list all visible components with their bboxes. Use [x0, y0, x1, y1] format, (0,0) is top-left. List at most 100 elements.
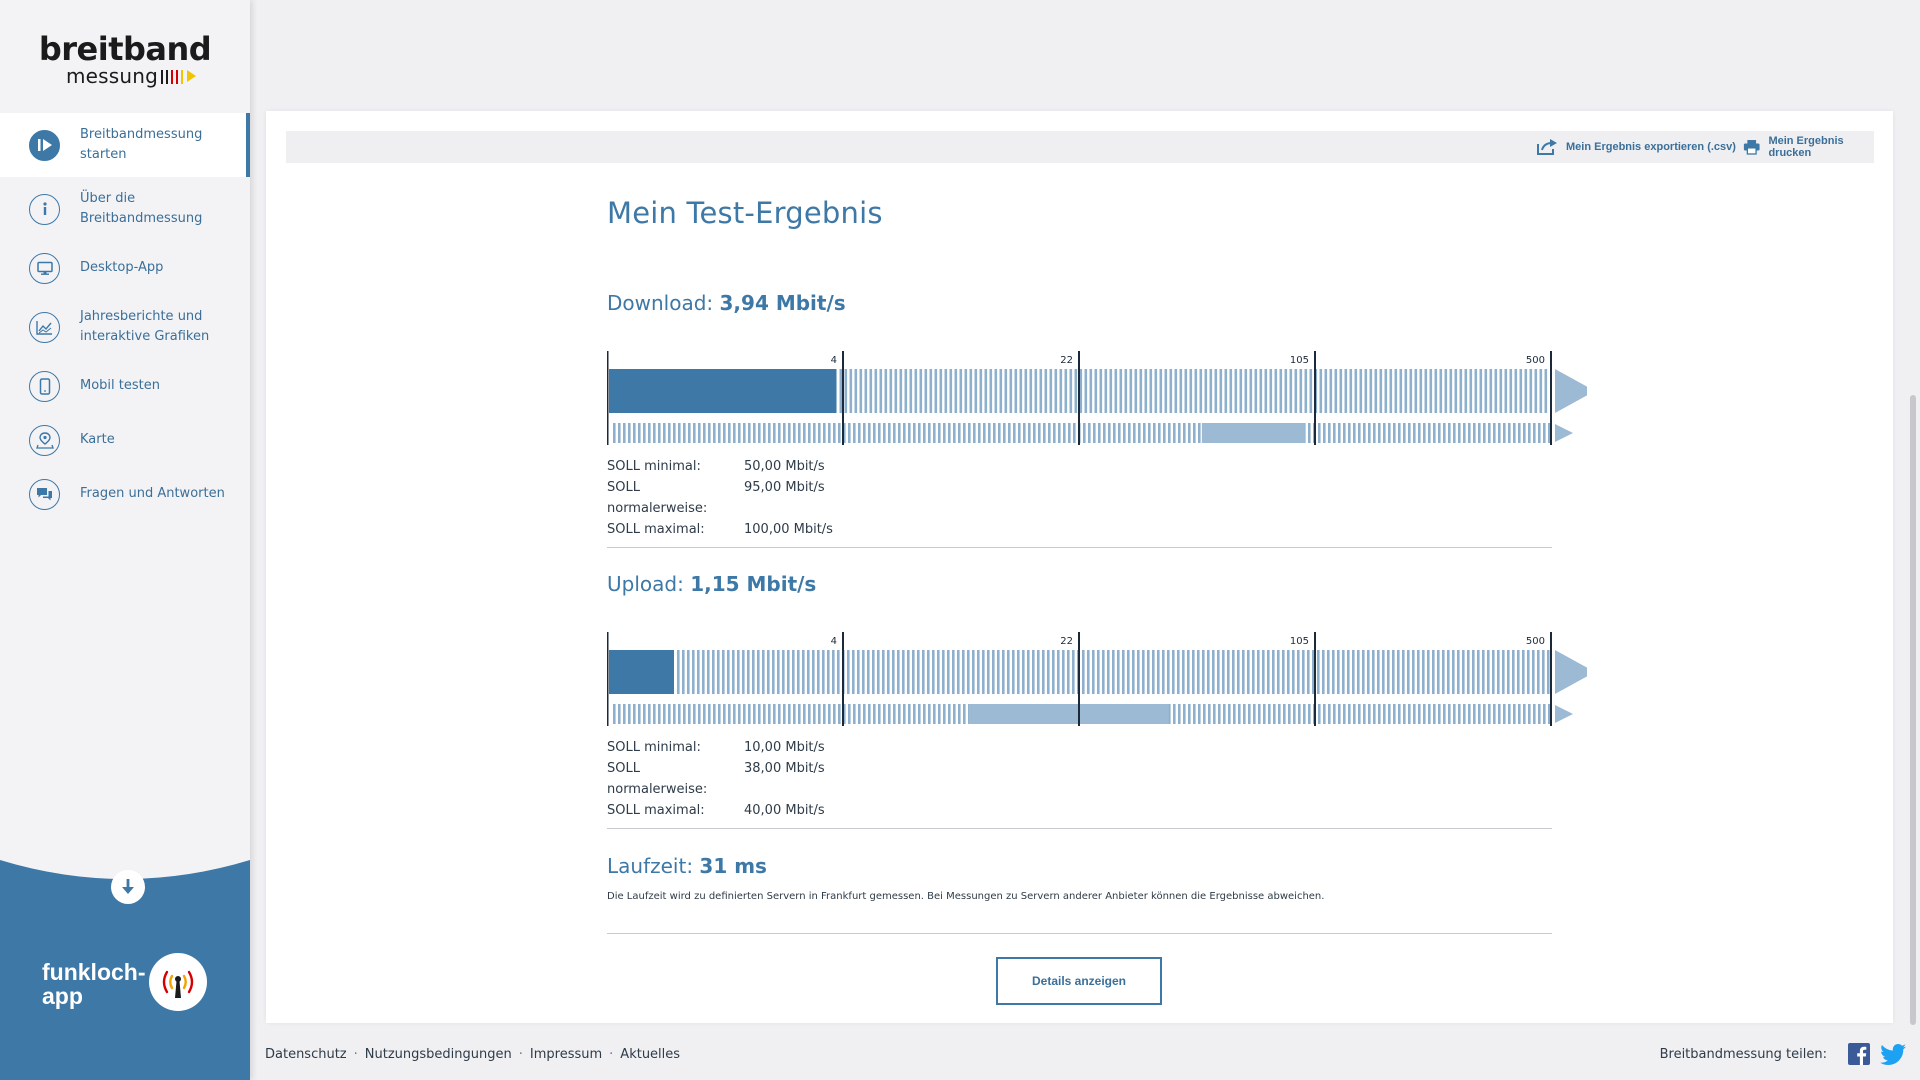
scale-stripe — [1018, 423, 1021, 443]
scale-stripe — [1366, 650, 1370, 694]
scale-stripe — [1341, 650, 1345, 694]
breitbandmessung-logo[interactable]: breitband messung — [0, 0, 250, 113]
scale-stripe — [1129, 369, 1133, 413]
scale-stripe — [1534, 369, 1538, 413]
scale-stripe — [1106, 650, 1110, 694]
scale-stripe — [773, 704, 776, 724]
scale-stripe — [1374, 369, 1378, 413]
scale-stripe — [1056, 650, 1060, 694]
scale-stripe — [643, 423, 646, 443]
scale-stripe — [943, 704, 946, 724]
scale-stripe — [1171, 650, 1175, 694]
twitter-share-button[interactable] — [1880, 1044, 1906, 1069]
scale-stripe — [1101, 650, 1105, 694]
scale-stripe — [1013, 423, 1016, 443]
scale-stripe — [1273, 704, 1276, 724]
upload-gauge: 4 22 105 500 — [607, 632, 1587, 726]
print-button[interactable]: Mein Ergebnis drucken — [1743, 131, 1874, 163]
scale-stripe — [1353, 423, 1356, 443]
scale-stripe — [1229, 369, 1233, 413]
scale-stripe — [1038, 423, 1041, 443]
chat-icon — [29, 478, 60, 510]
details-button[interactable]: Details anzeigen — [996, 957, 1162, 1005]
scale-stripe — [783, 704, 786, 724]
scale-stripe — [1176, 650, 1180, 694]
scale-stripe — [1464, 369, 1468, 413]
sidebar-item-breitbandmessung-starten[interactable]: Breitbandmessung starten — [0, 113, 250, 177]
scale-stripe — [1088, 423, 1091, 443]
scale-stripe — [786, 650, 790, 694]
sidebar-item-ueber[interactable]: Über die Breitbandmessung — [0, 177, 250, 241]
scale-stripe — [1343, 423, 1346, 443]
export-csv-button[interactable]: Mein Ergebnis exportieren (.csv) — [1536, 131, 1736, 163]
footer-link-datenschutz[interactable]: Datenschutz — [265, 1046, 347, 1062]
funkloch-app-promo[interactable] — [0, 860, 250, 1080]
scale-stripe — [1203, 704, 1206, 724]
scale-tick-label: 22 — [1060, 636, 1073, 647]
scale-stripe — [1181, 650, 1185, 694]
scale-stripe — [1393, 704, 1396, 724]
page-title: Mein Test-Ergebnis — [607, 196, 883, 230]
scale-tick-label: 500 — [1526, 636, 1545, 647]
scale-stripe — [1436, 650, 1440, 694]
scale-stripe — [1198, 423, 1201, 443]
page-scrollbar[interactable] — [1906, 0, 1920, 1080]
scale-stripe — [1469, 369, 1473, 413]
sidebar-item-mobil-testen[interactable]: Mobil testen — [0, 359, 250, 413]
scale-stripe — [926, 650, 930, 694]
sidebar-item-fragen-und-antworten[interactable]: Fragen und Antworten — [0, 467, 250, 521]
scale-stripe — [1526, 650, 1530, 694]
footer-link-impressum[interactable]: Impressum — [529, 1046, 603, 1062]
scale-stripe — [1478, 423, 1481, 443]
scale-stripe — [1398, 704, 1401, 724]
scale-stripe — [1528, 704, 1531, 724]
scale-stripe — [1336, 650, 1340, 694]
footer-link-nutzungsbedingungen[interactable]: Nutzungsbedingungen — [364, 1046, 512, 1062]
scale-stripe — [693, 423, 696, 443]
scale-stripe — [1043, 423, 1046, 443]
scroll-down-button[interactable] — [111, 870, 145, 908]
scale-stripe — [1358, 704, 1361, 724]
scale-stripe — [1423, 423, 1426, 443]
scale-stripe — [1433, 704, 1436, 724]
scale-stripe — [996, 650, 1000, 694]
sidebar-item-desktop-app[interactable]: Desktop-App — [0, 241, 250, 295]
scale-stripe — [1316, 650, 1320, 694]
scale-stripe — [663, 704, 666, 724]
sidebar-item-label: Mobil testen — [80, 378, 160, 393]
scale-stripe — [1394, 369, 1398, 413]
printer-icon — [1743, 140, 1760, 155]
scale-stripe — [1438, 704, 1441, 724]
scale-stripe — [1539, 369, 1543, 413]
scale-stripe — [728, 704, 731, 724]
scale-stripe — [1401, 650, 1405, 694]
measured-value-bar — [609, 650, 674, 694]
scale-stripe — [1428, 423, 1431, 443]
footer-link-aktuelles[interactable]: Aktuelles — [620, 1046, 681, 1062]
scale-stripe — [956, 650, 960, 694]
scale-stripe — [1178, 704, 1181, 724]
scale-stripe — [613, 704, 616, 724]
scale-stripe — [1284, 369, 1288, 413]
scale-tick — [1314, 351, 1316, 445]
scale-stripe — [633, 704, 636, 724]
scale-stripe — [1473, 423, 1476, 443]
scale-stripe — [948, 704, 951, 724]
scale-stripe — [743, 704, 746, 724]
scale-stripe — [703, 423, 706, 443]
scale-stripe — [1169, 369, 1173, 413]
scale-stripe — [763, 704, 766, 724]
scale-stripe — [1493, 704, 1496, 724]
scale-stripe — [1371, 650, 1375, 694]
scale-stripe — [1343, 704, 1346, 724]
scrollbar-thumb[interactable] — [1910, 395, 1916, 1025]
sidebar-item-jahresberichte[interactable]: Jahresberichte und interaktive Grafiken — [0, 295, 250, 359]
soll-range-bar — [968, 704, 1169, 724]
scale-stripe — [1483, 423, 1486, 443]
latency-value: 31 ms — [699, 854, 767, 878]
scale-stripe — [711, 650, 715, 694]
facebook-share-button[interactable] — [1848, 1043, 1870, 1069]
sidebar-item-karte[interactable]: Karte — [0, 413, 250, 467]
scale-stripe — [1348, 423, 1351, 443]
scale-stripe — [1308, 423, 1311, 443]
